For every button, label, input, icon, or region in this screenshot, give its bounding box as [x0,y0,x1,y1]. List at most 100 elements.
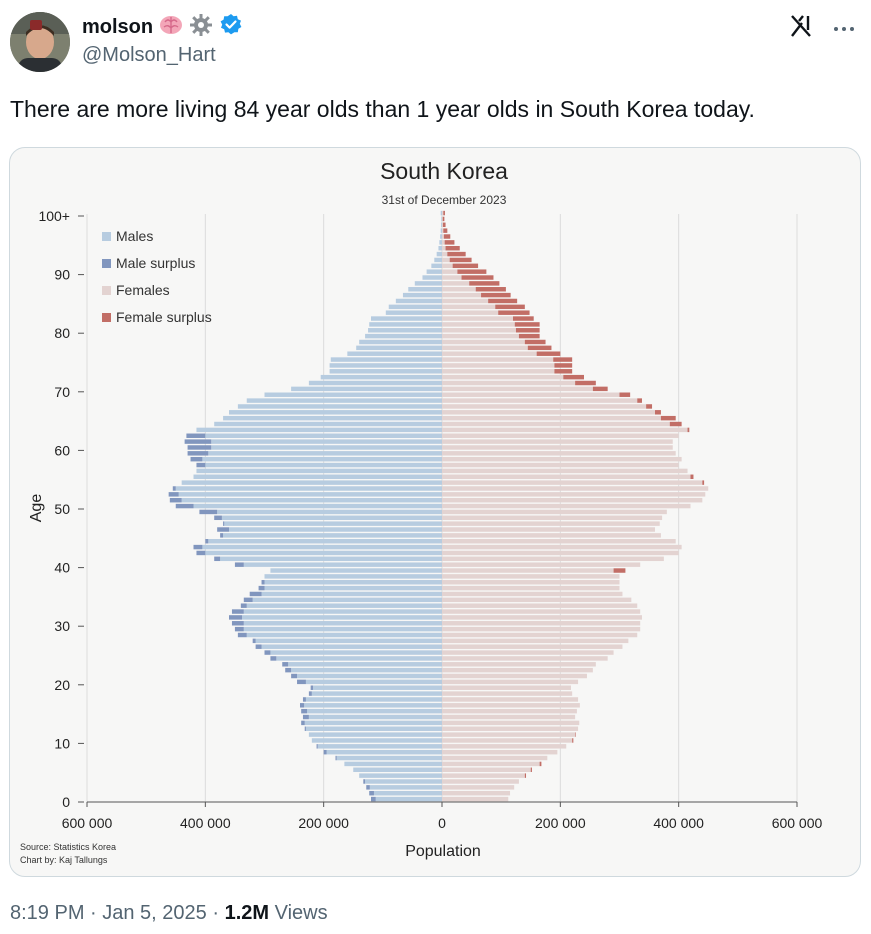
x-tick-label: 400 000 [653,815,704,831]
verified-badge-icon[interactable] [219,13,243,42]
female-bar [442,714,576,720]
female-bar [442,386,593,392]
female-surplus-bar [452,263,479,269]
female-bar [442,240,445,245]
post-meta: 8:19 PM · Jan 5, 2025 · 1.2M Views [10,902,328,925]
female-surplus-bar [553,357,573,362]
female-bar [442,767,531,772]
x-tick-label: 200 000 [535,815,586,831]
male-bar [175,486,442,491]
male-bar [305,697,442,702]
female-surplus-bar [443,210,445,216]
chart-title: South Korea [380,158,508,184]
female-surplus-bar [554,369,573,374]
male-bar [243,621,442,626]
female-bar [442,497,703,503]
male-bar [264,392,442,397]
author-name[interactable]: molson [82,15,154,38]
female-surplus-bar [443,234,451,239]
male-bar [246,632,442,638]
female-bar [442,539,676,544]
female-bar [442,445,673,450]
female-bar [442,328,516,333]
female-surplus-bar [669,421,682,427]
male-surplus-bar [323,749,327,755]
female-surplus-bar [655,410,661,415]
female-bar [442,527,655,532]
male-surplus-bar [297,679,306,685]
female-bar [442,486,709,491]
brain-icon [159,14,183,41]
timestamp[interactable]: 8:19 PM · Jan 5, 2025 [10,902,207,924]
male-bar [311,738,442,743]
female-surplus-bar [687,427,690,433]
chart-subtitle: 31st of December 2023 [382,193,507,207]
male-bar [431,263,442,269]
legend-label: Males [116,228,153,244]
female-bar [442,357,554,362]
male-surplus-bar [366,785,370,790]
female-bar [442,650,614,655]
male-bar [438,246,442,251]
male-surplus-bar [258,585,265,591]
male-bar [439,240,442,245]
female-bar [442,662,596,667]
male-surplus-bar [231,609,244,614]
post-text: There are more living 84 year olds than … [10,96,755,122]
female-surplus-bar [637,398,642,403]
female-bar [442,626,641,632]
male-surplus-bar [301,708,308,714]
post-media[interactable]: South Korea 31st of December 2023 600 00… [9,147,861,877]
female-surplus-bar [536,351,561,356]
male-bar [365,333,442,339]
male-surplus-bar [264,650,271,655]
female-bar [442,703,580,708]
male-bar [211,439,442,444]
male-bar [369,322,442,327]
male-bar [369,785,442,790]
female-bar [442,480,703,485]
male-bar [305,679,442,685]
female-surplus-bar [447,251,466,257]
female-bar [442,251,448,257]
male-surplus-bar [308,691,312,696]
female-surplus-bar [442,216,445,222]
female-bar [442,380,576,386]
male-bar [408,287,442,292]
female-surplus-bar [592,386,608,392]
female-surplus-bar [488,298,518,304]
female-surplus-bar [515,328,540,333]
male-bar [261,591,442,597]
female-bar [442,281,470,286]
avatar[interactable] [10,12,70,72]
male-bar [436,251,442,257]
male-bar [441,222,442,228]
male-bar [307,708,442,714]
female-bar [442,351,537,356]
female-bar [442,544,682,550]
x-axis-label: Population [405,843,481,860]
female-bar [442,691,573,696]
more-icon[interactable] [833,20,855,38]
female-bar [442,509,667,515]
female-surplus-bar [514,322,540,327]
female-bar [442,615,642,620]
female-surplus-bar [524,339,546,345]
y-tick-label: 90 [54,267,70,283]
female-bar [442,744,567,749]
female-bar [442,621,641,626]
female-bar [442,568,614,573]
grok-icon[interactable] [789,14,815,43]
female-bar [442,574,620,579]
female-bar [442,515,663,521]
male-surplus-bar [310,685,314,690]
male-bar [181,497,442,503]
male-surplus-bar [217,527,229,532]
male-bar [211,445,442,450]
female-surplus-bar [575,732,576,737]
male-bar [344,761,442,767]
female-bar [442,269,458,274]
male-bar [359,773,442,778]
male-surplus-bar [196,550,206,556]
author-handle[interactable]: @Molson_Hart [82,44,216,66]
